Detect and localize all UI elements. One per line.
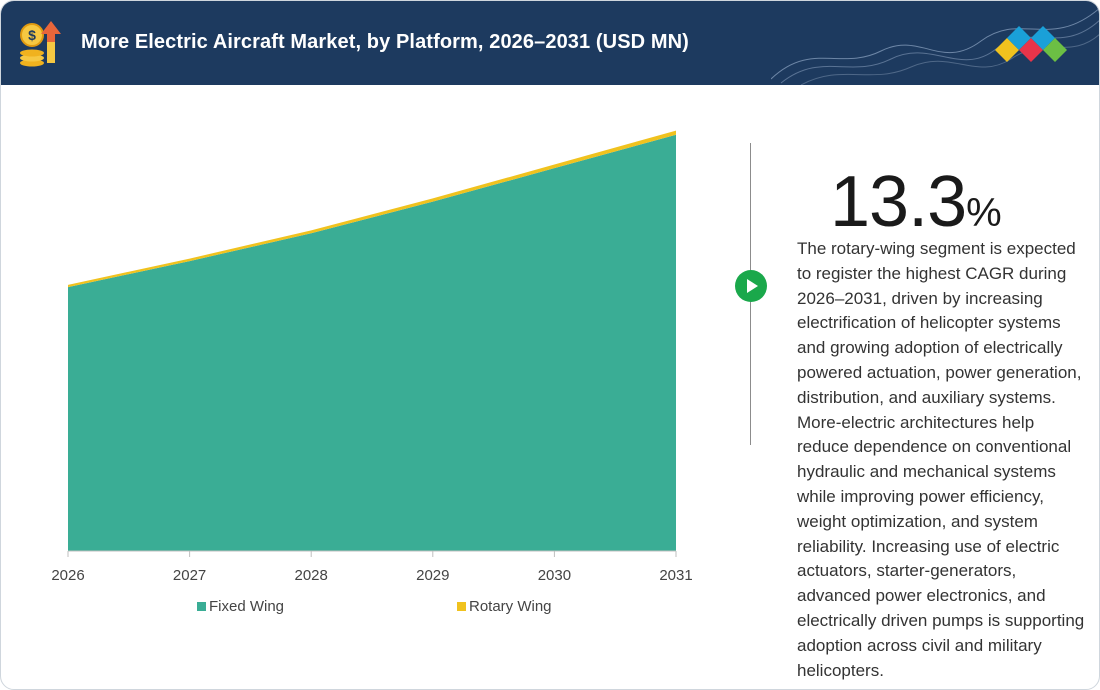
cagr-unit: % (966, 191, 1002, 235)
area-series-fixed-wing (68, 134, 676, 551)
svg-text:$: $ (28, 27, 36, 43)
x-tick-label: 2030 (538, 567, 571, 584)
header-bar: $ More Electric Aircraft Market, by Plat… (1, 1, 1099, 85)
cagr-figure: 13.3% (830, 161, 1002, 243)
cagr-value: 13.3 (830, 162, 967, 242)
x-tick-label: 2027 (173, 567, 206, 584)
money-growth-icon: $ (20, 21, 61, 67)
legend-label: Fixed Wing (209, 598, 284, 615)
x-tick-label: 2026 (51, 567, 84, 584)
legend-swatch (197, 602, 206, 611)
area-chart: 2026 2027 2028 2029 2030 2031 Fixed Wing Rotar… (51, 130, 693, 615)
page-title: More Electric Aircraft Market, by Platfo… (81, 31, 689, 53)
cagr-description: The rotary-wing segment is expected to r… (797, 239, 1085, 680)
x-tick-label: 2028 (295, 567, 328, 584)
brand-diamonds-logo (995, 26, 1067, 62)
x-tick-label: 2029 (416, 567, 449, 584)
play-arrow-icon (735, 270, 767, 302)
legend-label: Rotary Wing (469, 598, 552, 615)
x-tick-label: 2031 (659, 567, 692, 584)
legend-swatch (457, 602, 466, 611)
